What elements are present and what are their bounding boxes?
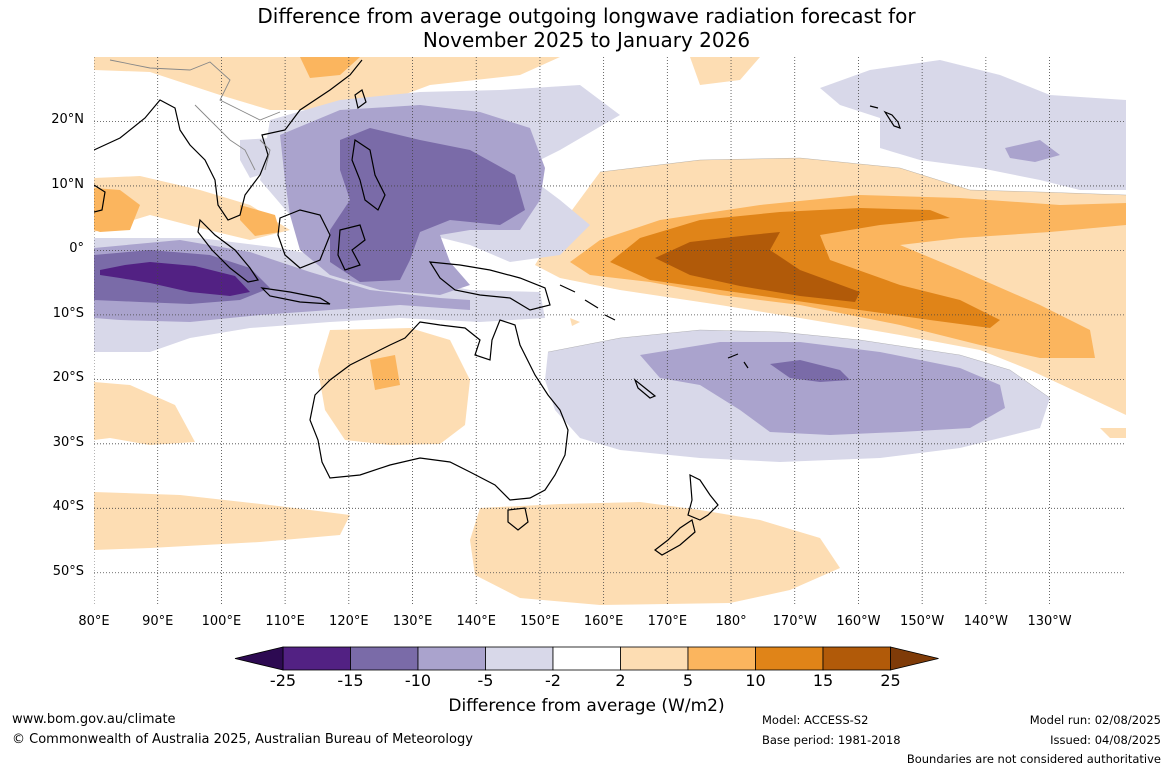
positive-anomaly-15-25 [655,232,860,302]
colorbar-tick-label: 2 [615,671,626,690]
colorbar-segment [620,646,689,671]
hawaii-islands [869,105,901,129]
colorbar-segment [552,646,621,671]
latitude-label: 20°N [51,112,84,128]
solomon-islands [559,284,616,321]
positive-anomaly-10-15 [610,208,1000,328]
longitude-label: 140°W [963,614,1008,629]
latitude-label: 30°S [52,434,84,450]
colorbar-segment [350,646,419,671]
title-line-2: November 2025 to January 2026 [422,28,751,52]
boundaries-disclaimer: Boundaries are not considered authoritat… [906,752,1161,766]
japan-taiwan-coast [354,89,367,110]
model-run-date: Model run: 02/08/2025 [1029,713,1161,727]
sumatra-coast [197,218,259,283]
gridlines [94,57,1126,605]
anomaly-fields [94,57,1126,605]
colorbar-tick-label: -5 [477,671,494,690]
latitude-label: 0° [69,241,84,257]
colorbar-segment [822,646,891,671]
contour-lines [547,157,1126,399]
new-guinea-coast [428,261,551,311]
fiji-islands [727,353,749,369]
philippines-coast [351,138,386,211]
title-line-1: Difference from average outgoing longwav… [257,4,916,28]
colorbar-segment [417,646,486,671]
colorbar-tick-label: 10 [745,671,766,690]
longitude-label: 80°E [78,614,110,629]
latitude-label: 20°S [52,370,84,386]
longitude-label: 150°E [520,614,560,629]
longitude-label: 170°W [772,614,817,629]
latitude-label: 10°N [51,176,84,192]
borneo-coast [277,209,331,269]
longitude-label: 150°W [900,614,945,629]
latitude-label: 50°S [52,563,84,579]
longitude-label: 130°W [1027,614,1072,629]
longitude-label: 140°E [456,614,496,629]
colorbar-tick-label: 25 [880,671,901,690]
copyright-text: © Commonwealth of Australia 2025, Austra… [12,732,473,747]
longitude-label: 90°E [142,614,174,629]
colorbar-segment [687,646,756,671]
sri-lanka-india-coast [94,184,106,213]
colorbar-tick-label: 5 [682,671,694,690]
tasmania-coast [507,507,529,531]
colorbar-extend-high [890,646,939,671]
latitude-label: 10°S [52,305,84,321]
colorbar-segment [755,646,824,671]
longitude-label: 160°W [836,614,881,629]
colorbar-tick-label: -2 [545,671,561,690]
new-zealand-coast [653,473,719,556]
asia-coast [94,59,363,221]
longitude-label: 180° [715,614,747,629]
longitude-label: 120°E [329,614,369,629]
colorbar-tick-label: -25 [269,671,297,690]
colorbar-tick-label: 15 [812,671,834,690]
sulawesi-coast [337,224,366,271]
longitude-label: 160°E [583,614,624,629]
map-title: Difference from average outgoing longwav… [0,4,1173,52]
bom-url: www.bom.gov.au/climate [12,712,176,727]
australia-coast [309,319,569,501]
base-period: Base period: 1981-2018 [762,733,901,747]
colorbar-title: Difference from average (W/m2) [448,696,725,716]
longitude-label: 100°E [201,614,242,629]
issued-date: Issued: 04/08/2025 [1050,733,1161,747]
longitude-label: 130°E [392,614,433,629]
longitude-label: 110°E [265,614,305,629]
latitude-label: 40°S [52,499,84,515]
java-coast [260,287,331,305]
coastlines [94,59,901,556]
country-borders [109,59,281,171]
model-name: Model: ACCESS-S2 [762,713,869,727]
colorbar-segment [282,646,351,671]
colorbar-tick-label: -10 [404,671,432,690]
new-caledonia-coast [633,378,657,399]
longitude-label: 170°E [647,614,688,629]
colorbar-extend-low [234,646,284,671]
colorbar [234,646,939,671]
negative-anomaly-15-25 [100,262,250,296]
colorbar-tick-label: -15 [337,671,364,690]
colorbar-segment [485,646,554,671]
